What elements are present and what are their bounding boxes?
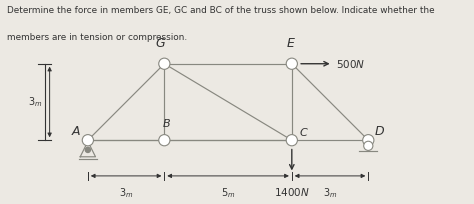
Text: members are in tension or compression.: members are in tension or compression. <box>7 33 187 42</box>
Text: B: B <box>163 119 171 129</box>
Text: $5_m$: $5_m$ <box>221 186 235 200</box>
Text: $1400N$: $1400N$ <box>274 186 310 198</box>
Circle shape <box>159 58 170 69</box>
Text: $500N$: $500N$ <box>337 58 366 70</box>
Circle shape <box>363 135 374 146</box>
Circle shape <box>364 141 373 150</box>
Circle shape <box>85 147 91 152</box>
Text: D: D <box>375 125 384 138</box>
Circle shape <box>286 58 297 69</box>
Text: $3_m$: $3_m$ <box>119 186 133 200</box>
Text: A: A <box>72 125 81 138</box>
Text: $3_m$: $3_m$ <box>323 186 337 200</box>
Text: G: G <box>155 37 165 50</box>
Circle shape <box>159 135 170 146</box>
Text: Determine the force in members GE, GC and BC of the truss shown below. Indicate : Determine the force in members GE, GC an… <box>7 6 435 15</box>
Circle shape <box>286 135 297 146</box>
Circle shape <box>82 135 93 146</box>
Text: $3_m$: $3_m$ <box>27 95 42 109</box>
Text: E: E <box>287 37 294 50</box>
Text: C: C <box>300 128 307 138</box>
